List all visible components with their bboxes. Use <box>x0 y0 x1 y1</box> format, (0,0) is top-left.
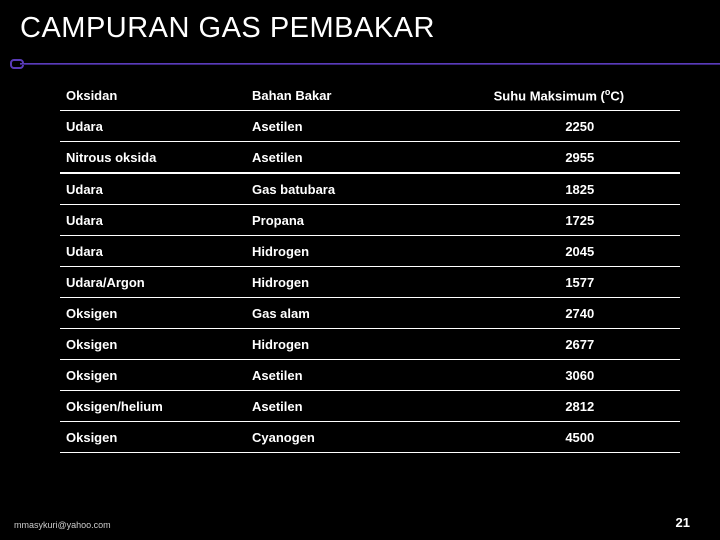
cell-bahan: Hidrogen <box>246 236 482 267</box>
table-row: UdaraHidrogen2045 <box>60 236 680 267</box>
gas-table: Oksidan Bahan Bakar Suhu Maksimum (oC) U… <box>60 79 680 453</box>
title-underline <box>0 59 720 71</box>
suhu-prefix: Suhu Maksimum ( <box>494 88 605 103</box>
suhu-suffix: C) <box>610 88 624 103</box>
cell-oksidan: Udara/Argon <box>60 267 246 298</box>
cell-suhu: 2955 <box>482 142 680 174</box>
cell-suhu: 2250 <box>482 111 680 142</box>
cell-oksidan: Udara <box>60 236 246 267</box>
header-oksidan: Oksidan <box>60 79 246 111</box>
cell-bahan: Asetilen <box>246 360 482 391</box>
footer: mmasykuri@yahoo.com 21 <box>0 515 720 534</box>
title-area: CAMPURAN GAS PEMBAKAR <box>0 0 720 53</box>
cell-suhu: 3060 <box>482 360 680 391</box>
cell-bahan: Propana <box>246 205 482 236</box>
cell-bahan: Hidrogen <box>246 267 482 298</box>
cell-suhu: 1577 <box>482 267 680 298</box>
cell-oksidan: Oksigen/helium <box>60 391 246 422</box>
table-row: Oksigen/heliumAsetilen2812 <box>60 391 680 422</box>
page-number: 21 <box>676 515 690 530</box>
cell-oksidan: Udara <box>60 205 246 236</box>
cell-bahan: Asetilen <box>246 142 482 174</box>
table-container: Oksidan Bahan Bakar Suhu Maksimum (oC) U… <box>0 71 720 453</box>
cell-bahan: Asetilen <box>246 391 482 422</box>
page-title: CAMPURAN GAS PEMBAKAR <box>20 12 700 45</box>
cell-bahan: Cyanogen <box>246 422 482 453</box>
cell-oksidan: Udara <box>60 173 246 205</box>
cell-oksidan: Oksigen <box>60 329 246 360</box>
table-body: UdaraAsetilen2250Nitrous oksidaAsetilen2… <box>60 111 680 453</box>
table-row: OksigenGas alam2740 <box>60 298 680 329</box>
table-row: UdaraPropana1725 <box>60 205 680 236</box>
cell-bahan: Gas alam <box>246 298 482 329</box>
header-bahan: Bahan Bakar <box>246 79 482 111</box>
table-row: OksigenHidrogen2677 <box>60 329 680 360</box>
cell-suhu: 2045 <box>482 236 680 267</box>
cell-suhu: 2677 <box>482 329 680 360</box>
cell-bahan: Gas batubara <box>246 173 482 205</box>
table-row: OksigenCyanogen4500 <box>60 422 680 453</box>
cell-oksidan: Oksigen <box>60 422 246 453</box>
table-row: UdaraGas batubara1825 <box>60 173 680 205</box>
cell-bahan: Asetilen <box>246 111 482 142</box>
cell-suhu: 4500 <box>482 422 680 453</box>
cell-suhu: 2812 <box>482 391 680 422</box>
cell-bahan: Hidrogen <box>246 329 482 360</box>
cell-oksidan: Nitrous oksida <box>60 142 246 174</box>
cell-oksidan: Oksigen <box>60 298 246 329</box>
table-row: Udara/ArgonHidrogen1577 <box>60 267 680 298</box>
header-suhu: Suhu Maksimum (oC) <box>482 79 680 111</box>
cell-suhu: 1725 <box>482 205 680 236</box>
accent-line <box>20 63 720 65</box>
table-header-row: Oksidan Bahan Bakar Suhu Maksimum (oC) <box>60 79 680 111</box>
table-row: OksigenAsetilen3060 <box>60 360 680 391</box>
cell-oksidan: Udara <box>60 111 246 142</box>
table-row: UdaraAsetilen2250 <box>60 111 680 142</box>
cell-suhu: 1825 <box>482 173 680 205</box>
table-row: Nitrous oksidaAsetilen2955 <box>60 142 680 174</box>
cell-suhu: 2740 <box>482 298 680 329</box>
footer-email: mmasykuri@yahoo.com <box>14 520 111 530</box>
cell-oksidan: Oksigen <box>60 360 246 391</box>
